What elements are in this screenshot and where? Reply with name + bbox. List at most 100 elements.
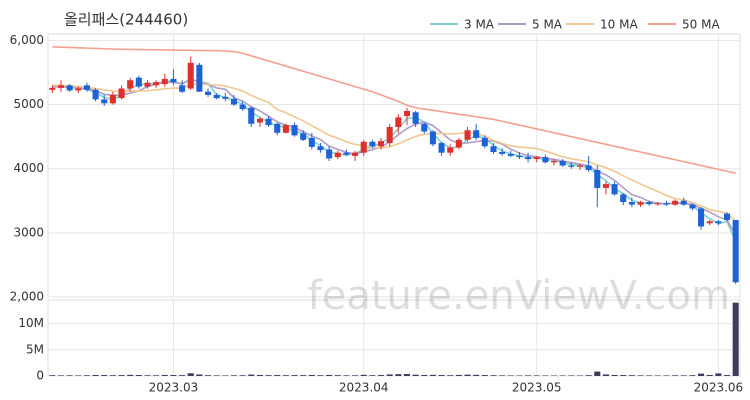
volume-tick-label: 5M	[26, 342, 44, 356]
candle-body	[326, 149, 333, 159]
candle-body	[377, 141, 385, 147]
candle-body	[473, 130, 480, 138]
y-tick-label: 6,000	[10, 33, 44, 47]
candle-body	[481, 137, 488, 147]
volume-bar	[395, 374, 402, 376]
volume-bar	[300, 375, 307, 376]
candle-body	[49, 87, 56, 90]
volume-bar	[343, 375, 350, 376]
volume-bar	[57, 375, 65, 376]
volume-bar	[533, 375, 540, 376]
price-panel	[47, 33, 741, 298]
x-tick-label: 2023.04	[339, 381, 389, 395]
candle-body	[455, 139, 462, 148]
candle-body	[153, 82, 160, 86]
volume-bar	[109, 375, 116, 376]
candle-body	[187, 62, 194, 89]
candle-body	[395, 117, 402, 128]
candle-body	[230, 98, 238, 105]
candle-body	[654, 203, 661, 205]
candle-body	[672, 200, 679, 205]
candle-body	[291, 125, 298, 136]
volume-bar	[715, 373, 722, 376]
volume-bar	[568, 375, 575, 376]
candle-body	[75, 88, 82, 91]
candle-body	[628, 202, 635, 205]
volume-bar	[75, 375, 82, 376]
volume-bar	[265, 375, 272, 376]
volume-bar	[447, 375, 454, 376]
candle-body	[135, 77, 142, 87]
volume-bar	[490, 375, 497, 376]
candle-body	[421, 123, 428, 132]
candle-body	[369, 141, 376, 147]
volume-bar	[594, 371, 601, 376]
candle-body	[637, 202, 644, 205]
volume-bar	[706, 374, 713, 376]
ma-line	[52, 46, 736, 174]
candle-body	[585, 165, 592, 170]
volume-bar	[196, 374, 203, 376]
volume-bar	[274, 375, 281, 376]
volume-bar	[291, 375, 298, 376]
y-tick-label: 2,000	[10, 290, 44, 304]
volume-bar	[377, 375, 385, 376]
ma-line	[52, 78, 737, 236]
volume-bar	[585, 375, 592, 376]
candle-body	[689, 204, 696, 209]
volume-bar	[248, 374, 255, 376]
volume-bar	[317, 375, 324, 376]
candle-body	[464, 130, 471, 140]
candle-body	[196, 64, 203, 92]
candle-body	[732, 220, 739, 283]
volume-bar	[83, 375, 90, 376]
volume-bar	[421, 374, 428, 376]
volume-bar	[222, 375, 229, 376]
x-tick-label: 2023.05	[512, 381, 562, 395]
candle-body	[179, 85, 186, 92]
volume-bar	[542, 375, 549, 376]
legend-label: 5 MA	[532, 18, 563, 32]
volume-bar	[646, 375, 653, 376]
candle-body	[438, 143, 445, 153]
candle-body	[204, 91, 212, 95]
volume-bar	[239, 375, 246, 376]
candle-body	[447, 147, 454, 153]
candle-body	[646, 202, 653, 204]
candle-body	[222, 96, 229, 99]
candle-body	[127, 80, 134, 89]
candle-body	[101, 99, 108, 104]
volume-bar	[559, 375, 566, 376]
candle-body	[715, 221, 722, 224]
volume-bar	[170, 375, 177, 376]
volume-bar	[334, 375, 341, 376]
candle-body	[118, 88, 125, 99]
volume-bar	[723, 375, 731, 376]
candle-body	[620, 194, 627, 203]
legend-label: 50 MA	[682, 18, 720, 32]
candle-body	[308, 137, 315, 147]
volume-bar	[308, 375, 315, 376]
candle-body	[550, 161, 558, 163]
candle-body	[57, 85, 65, 88]
candle-body	[317, 146, 324, 151]
volume-bar	[464, 374, 471, 376]
candle-body	[723, 213, 731, 221]
candle-body	[248, 107, 255, 124]
candle-body	[109, 94, 116, 104]
ma-line	[52, 83, 737, 222]
y-tick-label: 4000	[13, 161, 44, 175]
candle-body	[499, 152, 506, 154]
volume-bar	[689, 375, 696, 376]
candle-body	[92, 89, 99, 100]
volume-bar	[455, 374, 462, 376]
volume-bar	[179, 375, 186, 376]
y-tick-label: 3000	[13, 225, 44, 239]
volume-bar	[153, 375, 160, 376]
volume-bar	[680, 375, 687, 376]
volume-bar	[654, 375, 661, 376]
volume-bar	[256, 374, 263, 376]
volume-bar	[576, 375, 584, 376]
volume-bar	[118, 375, 125, 376]
candle-body	[594, 169, 601, 188]
